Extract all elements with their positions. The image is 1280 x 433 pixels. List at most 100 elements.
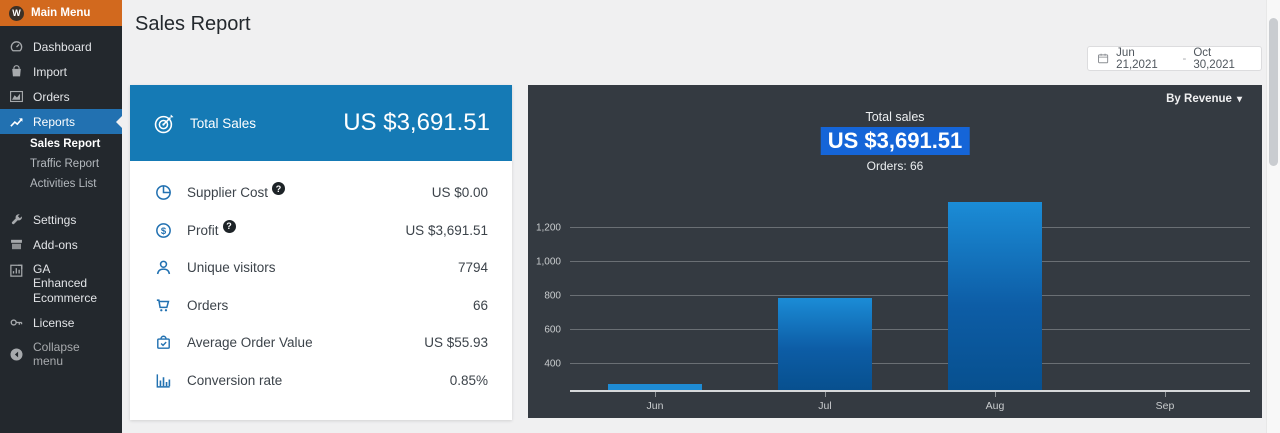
sidebar-item-label: License [33,315,75,330]
area-chart-icon [10,90,23,103]
metric-value: 0.85% [449,372,488,388]
total-sales-label: Total Sales [190,115,257,131]
scrollbar-track[interactable] [1266,0,1280,433]
dollar-icon: $ [156,222,171,238]
sidebar-item-label: Reports [33,114,76,129]
chart-total-value: US $3,691.51 [820,127,970,155]
line-chart-icon [10,118,23,127]
chart-orders-subtitle: Orders: 66 [866,159,924,173]
dropdown-label: By Revenue [1166,93,1232,105]
metric-row-conversion-rate: Conversion rate 0.85% [154,362,488,400]
sidebar-item-label: Collapse menu [33,340,80,369]
gridline [570,226,1250,228]
person-icon [156,260,171,275]
target-icon [154,114,174,133]
chart-slot-aug [910,197,1080,397]
bag-check-icon [157,335,170,350]
plot-area: 400 600 800 1,000 1,200 [536,197,1250,397]
by-revenue-dropdown[interactable]: By Revenue [1166,93,1242,105]
y-tick-label: 1,200 [535,222,561,234]
chart-slot-jul [740,197,910,397]
date-separator: - [1182,52,1187,65]
sidebar-item-dashboard[interactable]: Dashboard [0,34,122,59]
metric-label: Conversion rate [187,372,283,388]
bar-aug[interactable] [948,202,1042,390]
analytics-icon [10,264,23,277]
main-menu-header[interactable]: W Main Menu [0,0,122,26]
collapse-arrow-icon [10,348,23,361]
calendar-icon [1098,53,1109,64]
sidebar-item-import[interactable]: Import [0,59,122,84]
submenu-item-sales-report[interactable]: Sales Report [30,138,101,150]
sidebar-item-label: Add-ons [33,237,78,252]
main-menu-label: Main Menu [31,7,91,19]
chart-slot-sep [1080,197,1250,397]
y-tick-label: 800 [544,290,561,302]
sidebar-item-collapse-menu[interactable]: Collapse menu [0,335,122,373]
bar-jul[interactable] [778,297,872,390]
metric-row-unique-visitors: Unique visitors 7794 [154,249,488,287]
metric-value: 66 [472,297,488,313]
y-tick-label: 1,000 [535,256,561,268]
chart-total-overlay: Total sales US $3,691.51 Orders: 66 [820,110,970,173]
sidebar-item-label: Dashboard [33,39,92,54]
metric-label: Supplier Cost [187,185,269,201]
x-tick-label: Sep [1155,400,1175,412]
chart-title: Total sales [865,110,925,124]
gridline [570,260,1250,262]
sidebar-item-ga-enhanced-ecommerce[interactable]: GA Enhanced Ecommerce [0,257,122,310]
metric-value: 7794 [457,260,488,276]
gauge-icon [10,41,23,52]
page-title: Sales Report [135,13,251,35]
x-axis-labels: Jun Jul Aug Sep [570,400,1250,412]
date-start: Jun 21,2021 [1116,46,1158,71]
help-icon[interactable] [222,219,236,233]
metric-label: Average Order Value [187,335,313,351]
metric-label: Profit [187,222,219,238]
sidebar-item-license[interactable]: License [0,310,122,335]
sidebar-item-label: Orders [33,89,70,104]
x-axis-tick [655,392,656,397]
sidebar: W Main Menu Dashboard Import Orders Repo… [0,0,122,433]
sidebar-item-addons[interactable]: Add-ons [0,232,122,257]
x-tick-label: Jun [646,400,664,412]
scrollbar-thumb[interactable] [1269,18,1278,166]
sales-chart-panel: By Revenue Total sales US $3,691.51 Orde… [528,85,1262,418]
sidebar-item-label: Import [33,64,68,79]
x-tick-label: Jul [818,400,832,412]
sidebar-item-label: GA Enhanced Ecommerce [33,262,98,305]
metric-value: US $55.93 [424,335,488,351]
metric-row-profit: $ Profit US $3,691.51 [154,212,488,250]
wrench-icon [11,214,22,225]
x-tick-label: Aug [985,400,1005,412]
submenu-item-activities-list[interactable]: Activities List [30,178,97,190]
metric-label: Orders [187,297,229,313]
x-axis-tick [1165,392,1166,397]
bag-icon [12,65,21,77]
metric-value: US $0.00 [431,185,488,201]
sidebar-item-label: Settings [33,212,77,227]
cart-icon [156,299,170,312]
x-axis-tick [995,392,996,397]
gridline [570,329,1250,331]
help-icon[interactable] [272,182,286,196]
sidebar-item-reports[interactable]: Reports [0,109,122,134]
submenu-item-traffic-report[interactable]: Traffic Report [30,158,100,170]
date-range-picker[interactable]: Jun 21,2021 - Oct 30,2021 [1087,46,1262,71]
addons-box-icon [11,239,22,250]
key-icon [10,319,23,326]
total-sales-value: US $3,691.51 [343,109,490,136]
y-tick-label: 400 [544,358,561,370]
metric-row-orders: Orders 66 [154,287,488,325]
chart-slot-jun [570,197,740,397]
metric-value: US $3,691.51 [405,222,488,238]
sidebar-item-settings[interactable]: Settings [0,207,122,232]
metric-label: Unique visitors [187,260,276,276]
metric-row-supplier-cost: Supplier Cost US $0.00 [154,174,488,212]
caret-down-icon [1232,93,1242,105]
sidebar-item-orders[interactable]: Orders [0,84,122,109]
bar-jun[interactable] [608,384,702,390]
x-axis-tick [825,392,826,397]
wordpress-logo-icon: W [9,5,24,21]
active-item-arrow [116,115,122,128]
